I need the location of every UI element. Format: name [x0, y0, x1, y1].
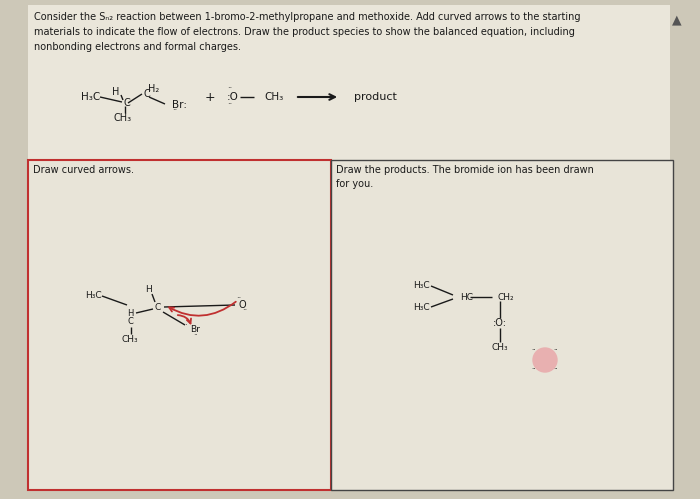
Text: Draw curved arrows.: Draw curved arrows. — [33, 165, 134, 175]
Bar — [28, 160, 331, 490]
Text: C: C — [155, 302, 161, 311]
Text: Br: Br — [190, 325, 200, 334]
Text: C: C — [144, 89, 150, 99]
Text: H: H — [111, 87, 119, 97]
Text: ··: ·· — [183, 320, 190, 329]
Text: ··: ·· — [532, 347, 536, 353]
Text: CH₂: CH₂ — [498, 292, 514, 301]
Circle shape — [533, 348, 557, 372]
Text: O: O — [238, 300, 246, 310]
Text: H: H — [127, 308, 133, 317]
Text: ··: ·· — [228, 100, 232, 109]
Text: Br:: Br: — [172, 100, 187, 110]
Text: ··: ·· — [193, 331, 197, 340]
Text: :O:: :O: — [493, 318, 507, 328]
Text: product: product — [354, 92, 396, 102]
Text: H: H — [145, 285, 151, 294]
Text: +: + — [204, 90, 216, 103]
FancyArrowPatch shape — [178, 315, 191, 323]
Text: H₃C: H₃C — [414, 302, 430, 311]
Text: CH₃: CH₃ — [264, 92, 284, 102]
Text: CH₃: CH₃ — [114, 113, 132, 123]
Text: H₂: H₂ — [148, 84, 160, 94]
Text: CH₃: CH₃ — [122, 335, 139, 344]
Text: H₃C: H₃C — [85, 290, 102, 299]
Text: ··: ·· — [554, 366, 559, 372]
Text: ▲: ▲ — [672, 13, 682, 26]
Text: ··: ·· — [172, 106, 177, 115]
Text: ··: ·· — [554, 347, 559, 353]
Text: Br: Br — [540, 354, 550, 363]
Bar — [331, 160, 673, 490]
Text: Consider the Sₙ₂ reaction between 1-bromo-2-methylpropane and methoxide. Add cur: Consider the Sₙ₂ reaction between 1-brom… — [34, 12, 580, 51]
Bar — [28, 5, 670, 160]
Text: ··: ·· — [242, 306, 248, 315]
Text: ··: ·· — [228, 84, 232, 93]
Text: ··: ·· — [237, 294, 242, 303]
Text: C: C — [127, 317, 133, 326]
Text: :O: :O — [227, 92, 239, 102]
Text: ··: ·· — [532, 366, 536, 372]
Text: C: C — [124, 98, 131, 108]
Text: Draw the products. The bromide ion has been drawn
for you.: Draw the products. The bromide ion has b… — [336, 165, 594, 189]
Text: H₃C: H₃C — [414, 280, 430, 289]
FancyArrowPatch shape — [169, 302, 236, 316]
Text: CH₃: CH₃ — [491, 342, 508, 351]
Text: HC: HC — [460, 292, 473, 301]
Text: H₃C: H₃C — [80, 92, 100, 102]
